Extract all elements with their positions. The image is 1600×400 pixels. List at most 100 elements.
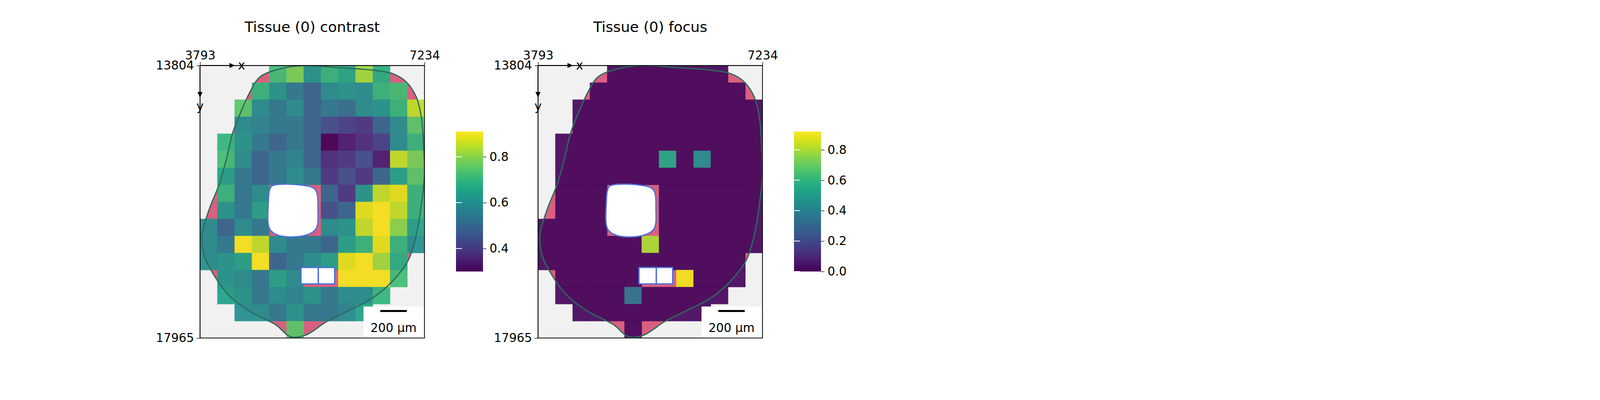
heatmap-cell (572, 133, 590, 151)
hole (606, 184, 657, 237)
colorbar-tick-mark (483, 202, 487, 203)
heatmap-cell (217, 236, 235, 254)
heatmap-cell (355, 133, 373, 151)
heatmap-cell (693, 65, 711, 83)
heatmap-cell (303, 99, 321, 117)
heatmap-cell (659, 65, 677, 83)
x-tick-mark (200, 62, 201, 66)
heatmap-cell (390, 167, 408, 185)
heatmap-cell (607, 236, 625, 254)
colorbar-tick-mark (821, 271, 825, 272)
heatmap-cell (234, 253, 252, 271)
heatmap-cell (590, 253, 608, 271)
heatmap-cell (659, 236, 677, 254)
x-arrowhead (567, 63, 573, 68)
heatmap-cell (676, 236, 694, 254)
heatmap-cell (710, 133, 728, 151)
colorbar-tick-mark (821, 150, 825, 151)
colorbar-gradient (794, 131, 821, 272)
colorbar-inner-tick (794, 271, 800, 272)
heatmap-cell (355, 82, 373, 100)
hole (268, 184, 319, 237)
heatmap-cell (355, 167, 373, 185)
colorbar-tick: 0.2 (821, 234, 847, 248)
heatmap-cell (390, 82, 408, 100)
x-tick-mark (762, 62, 763, 66)
heatmap-cell (624, 150, 642, 168)
heatmap-cell (355, 116, 373, 134)
heatmap-cell (676, 184, 694, 202)
heatmap-cell (676, 167, 694, 185)
heatmap-cell (607, 270, 625, 288)
heatmap-cell (372, 82, 390, 100)
heatmap-cell (269, 287, 287, 305)
heatmap-cell (624, 304, 642, 322)
scale-bar-label: 200 µm (370, 321, 417, 335)
heatmap-cell (303, 304, 321, 322)
colorbar-tick: 0.4 (483, 241, 509, 256)
colorbar-tick-label: 0.6 (489, 195, 509, 210)
heatmap-cell (590, 133, 608, 151)
heatmap-cell (338, 150, 356, 168)
x-arrow (538, 65, 569, 66)
heatmap-cell (710, 82, 728, 100)
heatmap-cell (676, 202, 694, 220)
heatmap-cell (728, 219, 746, 237)
heatmap-cell (303, 167, 321, 185)
y-label: y (196, 99, 204, 114)
heatmap-cell (572, 99, 590, 117)
heatmap-cell (372, 133, 390, 151)
scale-bar-label: 200 µm (708, 321, 755, 335)
heatmap-cell (338, 82, 356, 100)
colorbar-axis: 0.00.20.40.60.8 (821, 132, 847, 279)
heatmap-cell (234, 219, 252, 237)
heatmap-cell (590, 287, 608, 305)
tissue (540, 65, 763, 338)
heatmap-cell (338, 270, 356, 288)
heatmap-cell (676, 287, 694, 305)
x-tick: 7234 (747, 48, 778, 66)
heatmap-cell (555, 236, 573, 254)
heatmap-cell (641, 116, 659, 134)
y-tick-label: 13804 (494, 58, 532, 73)
x-tick: 7234 (409, 48, 440, 66)
heatmap-cell (390, 150, 408, 168)
hole (318, 267, 335, 284)
heatmap-cell (710, 167, 728, 185)
heatmap-cell (590, 82, 608, 100)
heatmap-cell (200, 253, 218, 271)
heatmap-cell (728, 253, 746, 271)
heatmap-cell (252, 167, 270, 185)
y-tick-label: 17965 (156, 331, 194, 345)
heatmap-cell (390, 236, 408, 254)
heatmap-cell (676, 150, 694, 168)
heatmap-cell (676, 270, 694, 288)
heatmap-cell (355, 202, 373, 220)
heatmap-cell (745, 150, 763, 168)
heatmap-cell (338, 116, 356, 134)
x-axis: 37937234 (523, 48, 778, 66)
heatmap-cell (659, 150, 677, 168)
heatmap-cell (303, 287, 321, 305)
heatmap-cell (590, 236, 608, 254)
heatmap-cell (321, 133, 339, 151)
scale-bar-box (363, 306, 424, 338)
heatmap-cell (269, 270, 287, 288)
plot-area (538, 65, 763, 338)
heatmap-cell (407, 167, 425, 185)
heatmap-cell (217, 253, 235, 271)
heatmap-cell (321, 287, 339, 305)
heatmap-cell (372, 116, 390, 134)
y-tick: 17965 (156, 331, 200, 345)
heatmap-cell (338, 253, 356, 271)
heatmap-cell (607, 82, 625, 100)
heatmap-cell (338, 304, 356, 322)
heatmap-cell (286, 116, 304, 134)
heatmap-cell (659, 202, 677, 220)
heatmap-cell (728, 150, 746, 168)
heatmap-cell (710, 65, 728, 83)
heatmap-cell (538, 253, 556, 271)
heatmap-cell (590, 202, 608, 220)
heatmap-cell (659, 99, 677, 117)
colorbar: 0.40.60.8 (456, 131, 509, 272)
